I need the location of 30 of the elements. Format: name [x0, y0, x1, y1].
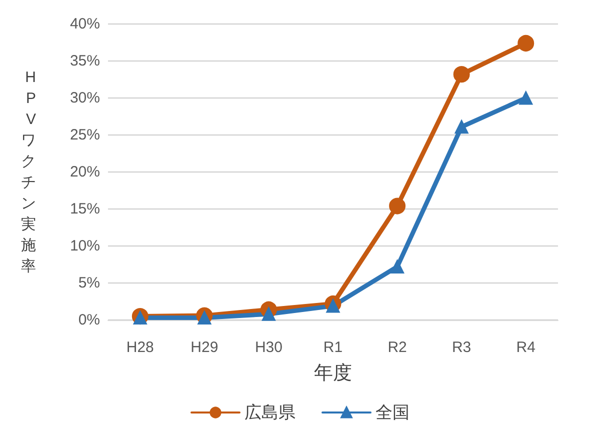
y-tick-label: 30%: [70, 90, 100, 106]
y-tick-label: 10%: [70, 238, 100, 254]
y-tick-label: 5%: [78, 274, 100, 292]
y-tick-label: 0%: [78, 312, 100, 328]
point: [519, 91, 533, 105]
x-tick-label: R1: [323, 339, 343, 356]
y-tick-label: 15%: [70, 200, 100, 218]
point: [326, 299, 340, 313]
point: [198, 311, 212, 325]
y-tick-label: 40%: [70, 16, 100, 32]
x-tick-label: H28: [126, 339, 154, 356]
text: HPVワクチン実施率: [21, 69, 36, 275]
point: [390, 260, 404, 274]
point: [454, 120, 468, 134]
legend-label: 広島県: [244, 403, 296, 422]
point: [262, 307, 276, 321]
y-tick-label: 20%: [70, 164, 100, 180]
legend-label: 全国: [376, 403, 410, 422]
x-tick-label: R4: [516, 339, 536, 356]
point: [453, 66, 470, 83]
point: [518, 34, 534, 52]
x-tick-label: R2: [388, 339, 407, 356]
x-axis-title: 年度: [314, 362, 352, 384]
x-tick-label: R3: [452, 339, 472, 356]
x-tick-label: H30: [254, 339, 282, 356]
point: [133, 311, 147, 325]
x-tick-label: H29: [190, 339, 218, 356]
y-tick-label: 25%: [70, 126, 100, 144]
y-tick-label: 35%: [70, 52, 100, 70]
point: [389, 198, 406, 214]
